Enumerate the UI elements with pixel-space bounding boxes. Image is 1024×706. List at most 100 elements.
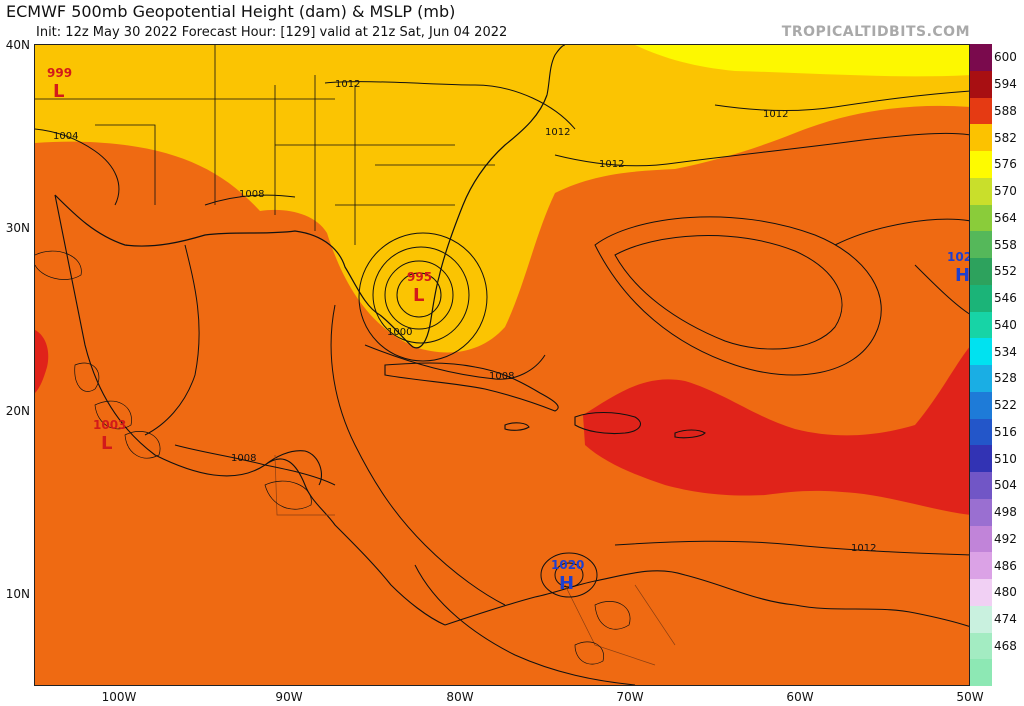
- height-field-594-west: [35, 330, 49, 393]
- isobar-1012-south: [614, 540, 969, 556]
- high-1020-value: 1020: [551, 558, 584, 572]
- colorbar: 600 594 588 582 576 570 564 558 552 546 540 534 528 5…: [970, 44, 1024, 686]
- colorbar-step: 558: [970, 231, 1024, 258]
- isobar-label-1008-c: 1008: [231, 453, 256, 464]
- colorbar-label: 540: [994, 317, 1017, 332]
- isobar-atlantic-loop-1: [594, 216, 882, 376]
- low-995-value: 995: [407, 270, 432, 284]
- colorbar-swatch: [970, 605, 992, 633]
- isobar-1008-carib: [364, 344, 546, 380]
- colorbar-label: 492: [994, 531, 1017, 546]
- low-995-symbol: L: [413, 285, 424, 306]
- isobar-label-1012-a: 1012: [335, 79, 360, 90]
- colorbar-label: 558: [994, 237, 1017, 252]
- island-cuba: [384, 362, 559, 412]
- state-boundaries: [35, 45, 495, 245]
- low-999-symbol: L: [53, 81, 64, 102]
- island-puerto-rico: [674, 429, 706, 439]
- colorbar-step: 582: [970, 124, 1024, 151]
- colorbar-swatch: [970, 552, 992, 579]
- colorbar-swatch: [970, 70, 992, 98]
- terrain-5: [594, 601, 631, 630]
- colorbar-step: [970, 659, 1024, 686]
- lon-label-70w: 70W: [616, 690, 644, 704]
- coastline-us-east: [546, 45, 566, 96]
- colorbar-step: 528: [970, 365, 1024, 392]
- colorbar-step: 474: [970, 605, 1024, 633]
- colorbar-label: 498: [994, 505, 1017, 520]
- coastline-gulf: [54, 194, 381, 316]
- colorbar-swatch: [970, 151, 992, 178]
- isobar-label-1008-b: 1008: [489, 371, 514, 382]
- isobar-label-1012-b: 1012: [545, 127, 570, 138]
- colorbar-swatch: [970, 258, 992, 285]
- height-field-582: [35, 45, 969, 353]
- isobar-caribbean-arc: [330, 304, 506, 606]
- colorbar-label: 576: [994, 157, 1017, 172]
- terrain-4: [264, 480, 312, 510]
- pressure-systems: 999 L 995 L 1003 L 1020 H 102 H: [47, 66, 970, 594]
- colorbar-label: 588: [994, 103, 1017, 118]
- lat-label-30n: 30N: [5, 221, 30, 235]
- isobar-labels: 1012 1012 1012 1012 1004 1008 1000 1008 …: [53, 79, 876, 554]
- colorbar-step: 570: [970, 177, 1024, 205]
- isobar-1008-central: [174, 444, 336, 486]
- isobar-high-ring-2: [540, 552, 598, 598]
- colorbar-step: 510: [970, 445, 1024, 472]
- colorbar-step: 564: [970, 204, 1024, 232]
- isobar-atlantic-loop-2: [614, 235, 843, 350]
- colorbar-swatch: [970, 391, 992, 419]
- map-canvas: 1012 1012 1012 1012 1004 1008 1000 1008 …: [35, 45, 970, 685]
- colorbar-swatch: [970, 418, 992, 446]
- forecast-map: 1012 1012 1012 1012 1004 1008 1000 1008 …: [34, 44, 970, 686]
- height-field-576: [635, 45, 969, 77]
- colorbar-swatch: [970, 177, 992, 205]
- colorbar-label: 510: [994, 451, 1017, 466]
- colorbar-step: 600: [970, 44, 1024, 71]
- terrain-1: [74, 362, 100, 392]
- colorbar-step: 588: [970, 97, 1024, 125]
- colorbar-swatch: [970, 284, 992, 312]
- colorbar-label: 552: [994, 264, 1017, 279]
- colorbar-swatch: [970, 579, 992, 606]
- lon-label-100w: 100W: [101, 690, 137, 704]
- colorbar-step: 540: [970, 311, 1024, 339]
- isobars: [35, 81, 969, 685]
- isobar-1004: [35, 128, 120, 206]
- lon-label-80w: 80W: [446, 690, 474, 704]
- colorbar-step: 546: [970, 284, 1024, 312]
- colorbar-label: 564: [994, 210, 1017, 225]
- isobar-label-1012-c: 1012: [599, 159, 624, 170]
- colorbar-label: 534: [994, 344, 1017, 359]
- isobar-label-1000: 1000: [387, 327, 412, 338]
- state-line-9: [95, 124, 156, 205]
- coastline-florida: [379, 94, 548, 349]
- isobar-1012-east: [554, 132, 969, 167]
- colorbar-swatch: [970, 659, 992, 686]
- colorbar-label: 582: [994, 130, 1017, 145]
- isobar-1008-west: [204, 194, 296, 206]
- colorbar-label: 528: [994, 371, 1017, 386]
- terrain-6: [574, 641, 604, 665]
- colorbar-step: 486: [970, 552, 1024, 579]
- island-hispaniola: [574, 411, 641, 435]
- isobar-label-1004: 1004: [53, 131, 78, 142]
- site-watermark: TROPICALTIDBITS.COM: [781, 24, 970, 40]
- colorbar-step: 504: [970, 472, 1024, 499]
- colorbar-swatch: [970, 311, 992, 339]
- colorbar-label: 486: [994, 558, 1017, 573]
- colorbar-swatch: [970, 231, 992, 258]
- colorbar-swatch: [970, 44, 992, 71]
- colorbar-step: 480: [970, 579, 1024, 606]
- colorbar-swatch: [970, 445, 992, 472]
- low-999-value: 999: [47, 66, 72, 80]
- lat-label-10n: 10N: [5, 587, 30, 601]
- isobar-label-1012-d: 1012: [763, 109, 788, 120]
- high-102-value: 102: [947, 250, 970, 264]
- isobar-low-ring-1: [396, 272, 442, 318]
- colorbar-step: 594: [970, 70, 1024, 98]
- isobar-label-1008-a: 1008: [239, 189, 264, 200]
- terrain-contours: [35, 250, 631, 665]
- colorbar-label: 468: [994, 638, 1017, 653]
- low-1003-symbol: L: [101, 433, 112, 454]
